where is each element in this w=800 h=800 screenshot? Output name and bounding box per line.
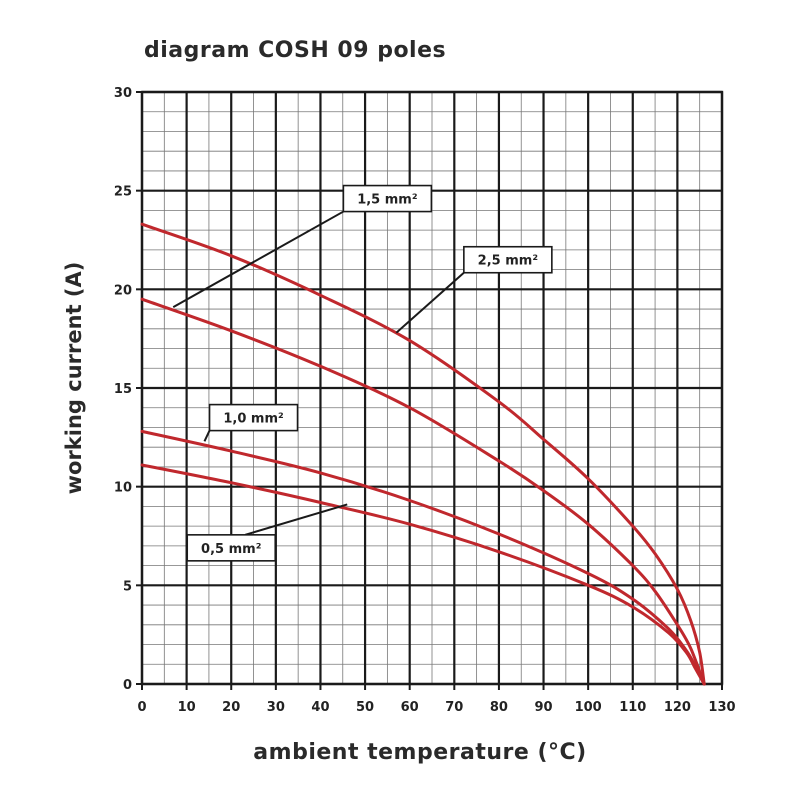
callout-label: 0,5 mm² bbox=[201, 542, 261, 557]
x-tick-label: 120 bbox=[664, 700, 691, 715]
x-tick-label: 40 bbox=[311, 700, 329, 715]
callout-box bbox=[208, 403, 299, 432]
callout-leader bbox=[244, 503, 348, 536]
x-tick-label: 70 bbox=[445, 700, 463, 715]
callout-leader bbox=[395, 271, 465, 334]
x-tick-label: 60 bbox=[401, 700, 419, 715]
x-tick-label: 100 bbox=[575, 700, 602, 715]
axes bbox=[136, 90, 724, 690]
annotations: 1,5 mm² 2,5 mm² 1,0 mm² 0,5 mm² bbox=[172, 184, 553, 562]
x-tick-label: 90 bbox=[534, 700, 552, 715]
x-tick-labels: 0 10 20 30 40 50 60 70 80 90 100 110 120 130 bbox=[137, 700, 735, 715]
callout-box bbox=[186, 534, 277, 562]
x-tick-label: 130 bbox=[708, 700, 735, 715]
y-tick-label: 10 bbox=[114, 481, 132, 496]
x-tick-label: 30 bbox=[267, 700, 285, 715]
y-tick-label: 15 bbox=[114, 382, 132, 397]
callout-leader bbox=[172, 210, 344, 308]
callout-box bbox=[463, 245, 553, 274]
callout-label: 1,5 mm² bbox=[357, 193, 417, 208]
callout-label: 1,0 mm² bbox=[223, 412, 283, 427]
series-line-1-5-mm2 bbox=[140, 297, 706, 686]
x-tick-label: 50 bbox=[356, 700, 374, 715]
x-tick-label: 110 bbox=[619, 700, 646, 715]
series-line-0-5-mm2 bbox=[140, 463, 706, 686]
series-line-2-5-mm2 bbox=[140, 222, 706, 686]
x-tick-label: 10 bbox=[178, 700, 196, 715]
x-axis-label: ambient temperature (°C) bbox=[253, 740, 587, 765]
chart-title: diagram COSH 09 poles bbox=[144, 38, 447, 63]
x-tick-label: 0 bbox=[137, 700, 146, 715]
series-lines bbox=[140, 222, 706, 686]
y-tick-label: 5 bbox=[123, 579, 132, 594]
y-tick-label: 0 bbox=[123, 678, 132, 693]
callout-label: 2,5 mm² bbox=[478, 254, 538, 269]
callout-leader bbox=[203, 430, 211, 442]
y-tick-label: 30 bbox=[114, 86, 132, 101]
x-tick-label: 80 bbox=[490, 700, 508, 715]
x-tick-label: 20 bbox=[222, 700, 240, 715]
callout-box bbox=[342, 184, 433, 213]
y-tick-label: 20 bbox=[114, 283, 132, 298]
y-tick-label: 25 bbox=[114, 185, 132, 200]
y-tick-labels: 0 5 10 15 20 25 30 bbox=[114, 86, 132, 693]
